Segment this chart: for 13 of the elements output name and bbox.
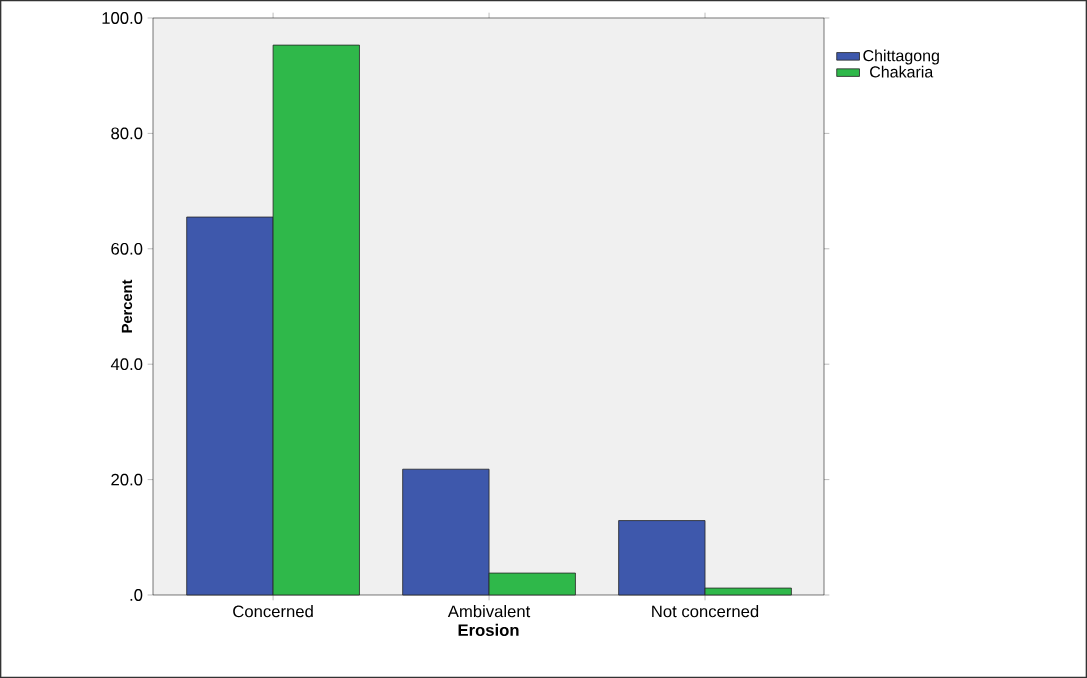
- y-tick-label: .0: [130, 589, 143, 601]
- legend-label: Chakaria: [870, 65, 934, 78]
- x-tick-label: Concerned: [233, 605, 313, 618]
- y-tick-label: 60.0: [111, 242, 143, 255]
- y-tick-label: 80.0: [111, 127, 143, 140]
- legend-label: Chittagong: [863, 49, 939, 65]
- y-tick-label: 40.0: [110, 358, 143, 371]
- y-tick-label: 100.0: [102, 12, 143, 24]
- y-axis-title: Percent: [121, 279, 133, 333]
- y-tick-label: 20.0: [111, 473, 143, 486]
- x-axis-title: Erosion: [458, 623, 519, 637]
- x-tick-label: Ambivalent: [447, 605, 531, 618]
- x-tick-label: Not concerned: [652, 605, 759, 618]
